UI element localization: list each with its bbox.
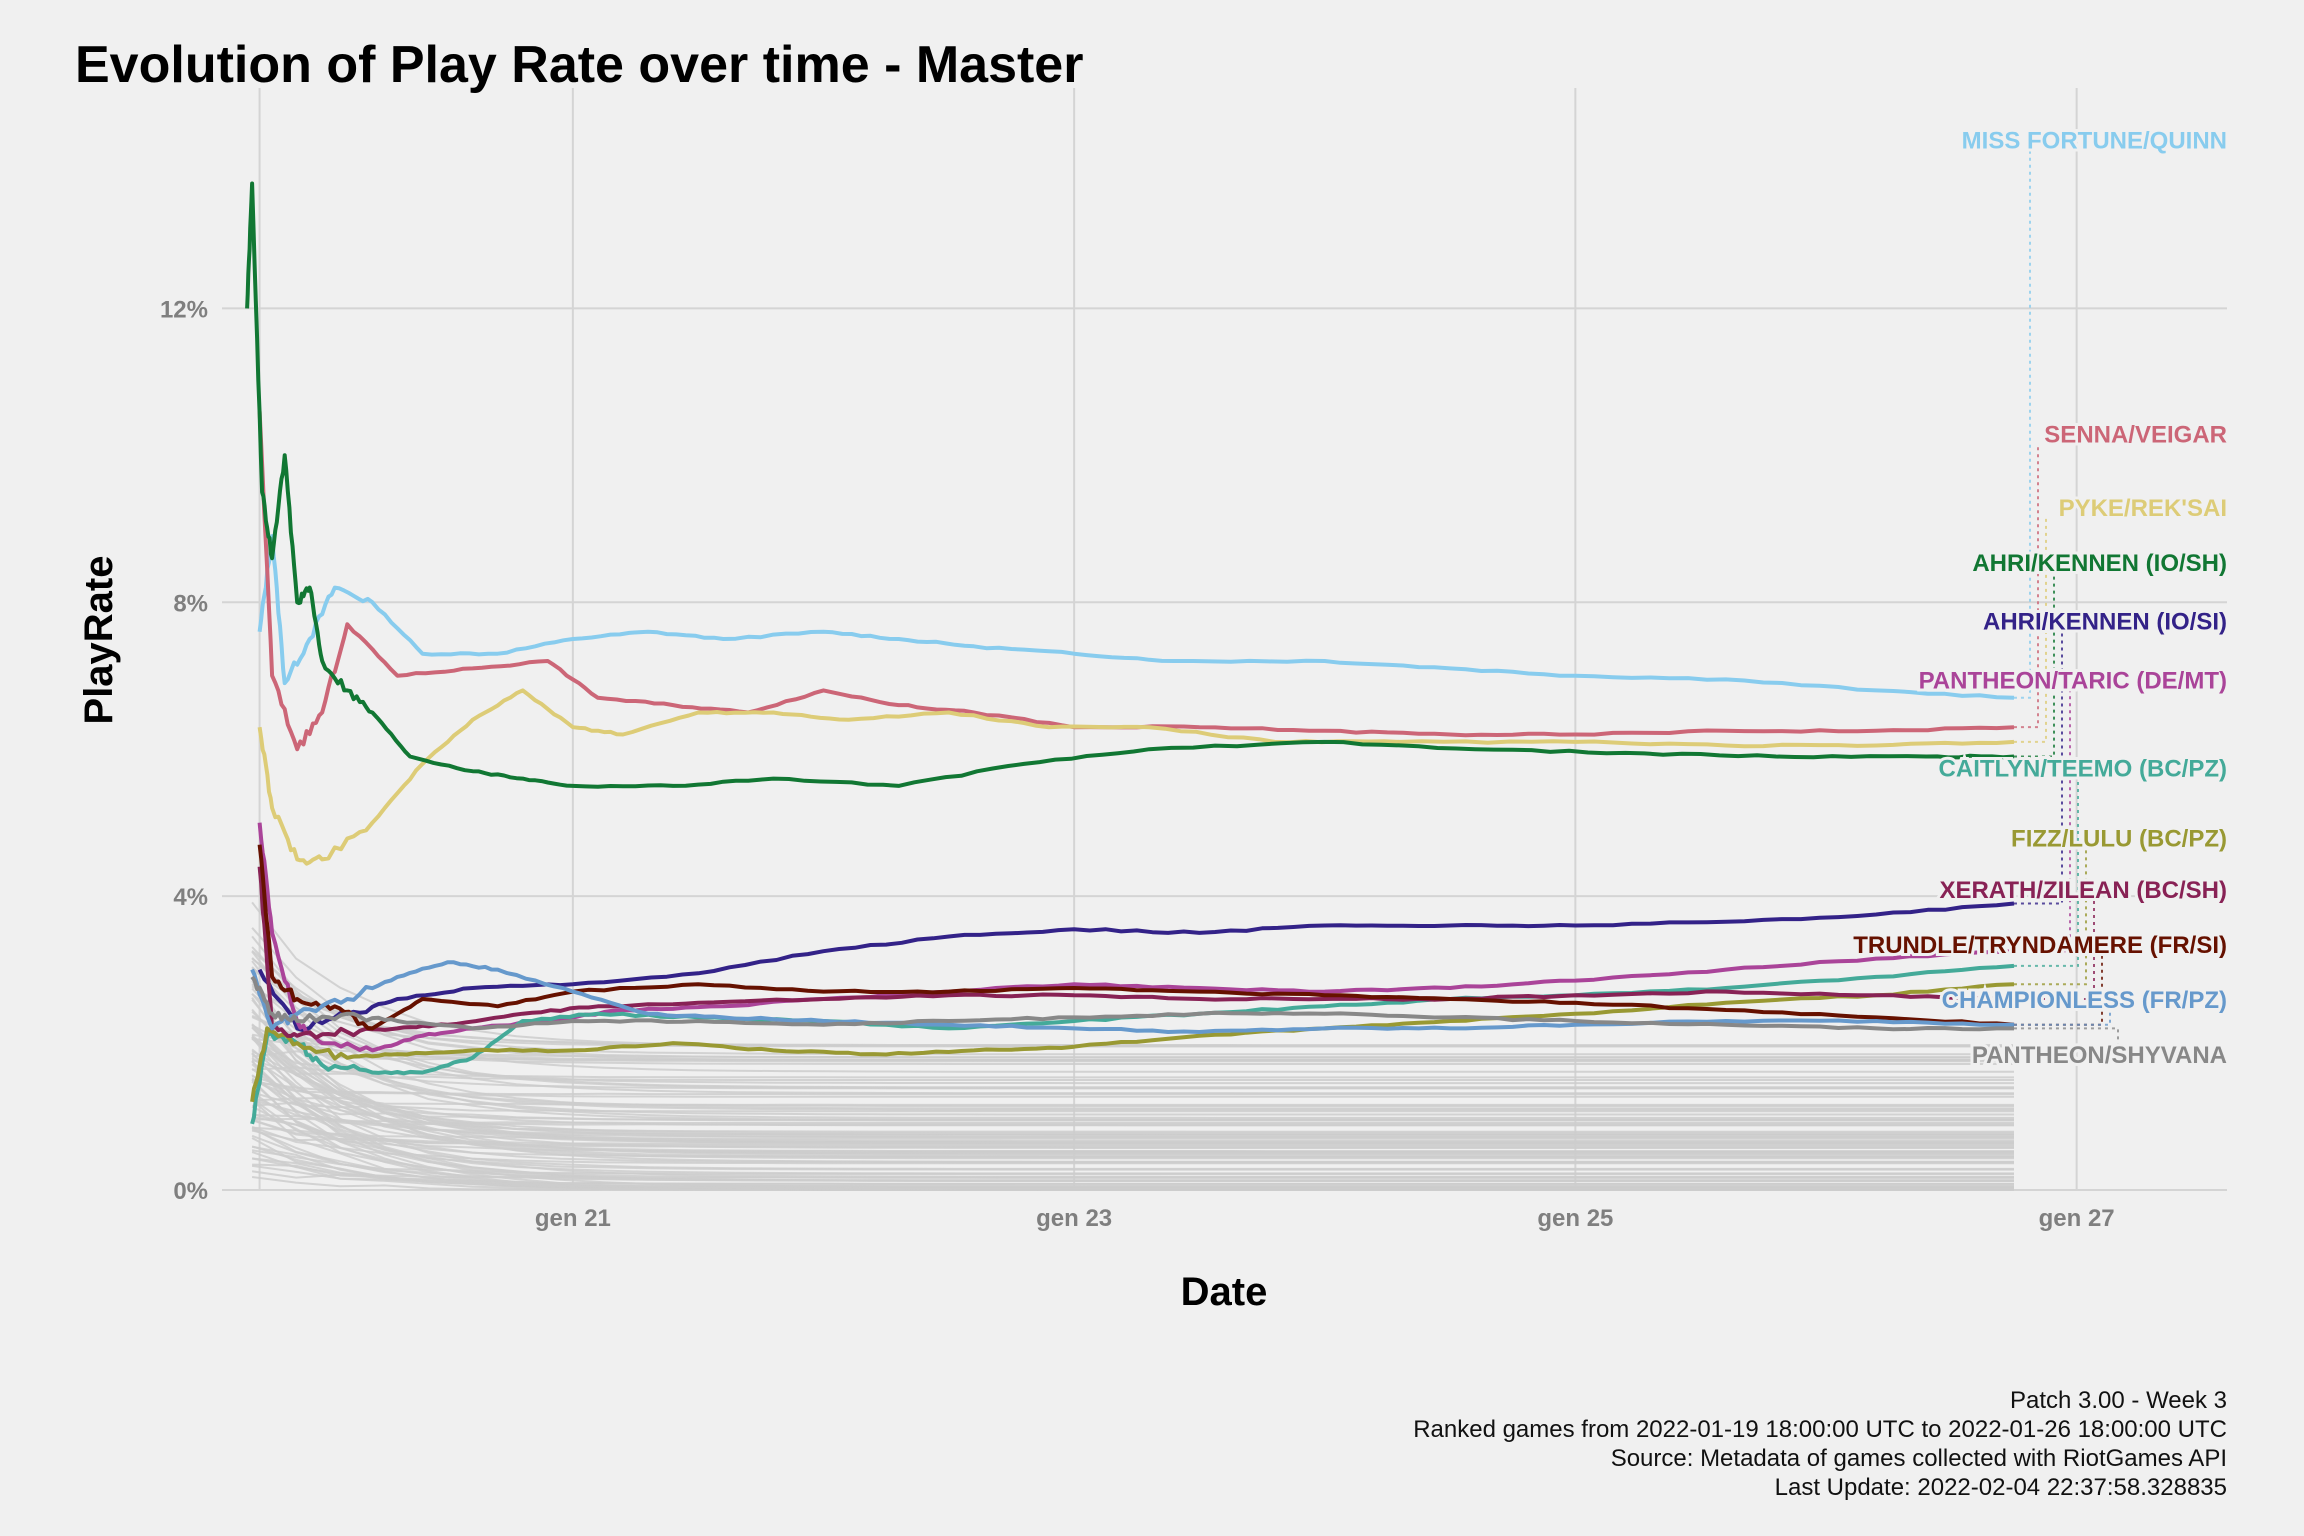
x-tick-label: gen 23: [1036, 1205, 1112, 1232]
background-series-line: [251, 1077, 2014, 1164]
label-connector: [2013, 847, 2087, 986]
label-connector: [2013, 149, 2031, 699]
background-series-line: [251, 927, 2014, 1073]
series-line: [257, 688, 2015, 866]
end-labels: MISS FORTUNE/QUINN SENNA/VEIGAR PYKE/REK'S…: [1850, 124, 2230, 1072]
y-axis-title: PlayRate: [77, 556, 121, 725]
caption-update: Last Update: 2022-02-04 22:37:58.328835: [1775, 1474, 2227, 1501]
series-end-label: AHRI/KENNEN (IO/SI): [1983, 609, 2227, 636]
background-series-line: [251, 1010, 2014, 1142]
background-series-line: [251, 987, 2014, 1116]
background-series-line: [251, 1079, 2014, 1098]
series-end-label: PANTHEON/TARIC (DE/MT): [1919, 667, 2227, 694]
series-end-label: XERATH/ZILEAN (BC/SH): [1939, 877, 2227, 904]
series-line: [257, 534, 2015, 700]
series-line: [250, 982, 2015, 1103]
highlighted-series: [245, 181, 2015, 1125]
background-series-line: [251, 1052, 2014, 1190]
x-tick-label: gen 27: [2039, 1205, 2115, 1232]
series-end-label: CHAMPIONLESS (FR/PZ): [1942, 987, 2227, 1014]
series-line: [250, 960, 2015, 1034]
caption-range: Ranked games from 2022-01-19 18:00:00 UT…: [1413, 1416, 2227, 1443]
series-end-label: TRUNDLE/TRYNDAMERE (FR/SI): [1853, 932, 2227, 959]
y-tick-label: 8%: [173, 590, 208, 617]
background-series-line: [251, 983, 2014, 1085]
x-tick-label: gen 21: [535, 1205, 611, 1232]
background-series-line: [251, 967, 2014, 1047]
series-line: [250, 975, 2014, 1032]
series-line: [257, 866, 2015, 1040]
background-series-line: [251, 1129, 2014, 1147]
axis-ticks: gen 21 gen 23 gen 25 gen 27 0% 4% 8% 12%: [160, 296, 2115, 1232]
label-connector: [2013, 571, 2055, 758]
background-series-line: [251, 1080, 2014, 1179]
background-series-line: [251, 1080, 2014, 1096]
y-tick-label: 0%: [173, 1178, 208, 1205]
background-series-line: [251, 993, 2014, 1156]
background-series-line: [251, 1037, 2014, 1149]
background-series-line: [251, 1036, 2014, 1135]
series-line: [257, 901, 2015, 1033]
label-connector: [2013, 777, 2079, 967]
background-series-line: [251, 1059, 2014, 1079]
background-series-line: [251, 1033, 2014, 1059]
background-series-line: [251, 1024, 2014, 1144]
series-line: [257, 844, 2015, 1031]
background-series-line: [251, 960, 2014, 1119]
label-connector: [2013, 443, 2039, 729]
background-series-line: [251, 1116, 2014, 1158]
background-series-line: [252, 1117, 2014, 1126]
background-series-line: [251, 901, 2014, 1047]
background-series-line: [251, 1091, 2014, 1171]
background-series-line: [251, 966, 2014, 1110]
label-connectors: [2013, 149, 2119, 1065]
background-series-line: [251, 1016, 2014, 1065]
background-series: [251, 901, 2014, 1191]
caption-source: Source: Metadata of games collected with…: [1611, 1445, 2227, 1472]
background-series-line: [251, 1105, 2014, 1182]
background-series-line: [252, 1096, 2014, 1106]
background-series-line: [251, 1075, 2014, 1122]
series-end-label: FIZZ/LULU (BC/PZ): [2011, 825, 2227, 852]
background-series-line: [251, 1113, 2014, 1153]
y-tick-label: 12%: [160, 296, 208, 323]
label-connector: [2013, 630, 2063, 905]
series-end-label: SENNA/VEIGAR: [2044, 421, 2227, 448]
background-series-line: [251, 1048, 2014, 1154]
series-line: [245, 181, 2015, 789]
series-end-label: PANTHEON/SHYVANA: [1972, 1042, 2227, 1069]
series-line: [257, 411, 2015, 752]
background-series-line: [251, 946, 2014, 1056]
background-series-line: [251, 968, 2014, 1047]
series-line: [257, 822, 2015, 1053]
label-connector: [2013, 516, 2047, 743]
background-series-line: [252, 1114, 2014, 1124]
label-connector: [2013, 1027, 2119, 1065]
caption-patch: Patch 3.00 - Week 3: [2010, 1387, 2227, 1414]
background-series-line: [251, 1008, 2014, 1139]
y-tick-label: 4%: [173, 884, 208, 911]
background-series-line: [251, 1034, 2014, 1160]
chart-title: Evolution of Play Rate over time - Maste…: [75, 36, 1083, 94]
x-axis-title: Date: [1181, 1270, 1268, 1314]
series-end-label: AHRI/KENNEN (IO/SH): [1972, 550, 2227, 577]
background-series-line: [251, 1024, 2014, 1108]
label-connector: [2013, 1008, 2111, 1026]
x-tick-label: gen 25: [1537, 1205, 1613, 1232]
background-series-line: [252, 1066, 2014, 1081]
background-series-line: [251, 950, 2014, 1062]
series-end-label: CAITLYN/TEEMO (BC/PZ): [1939, 756, 2227, 783]
series-end-label: PYKE/REK'SAI: [2059, 495, 2227, 522]
label-connector: [2013, 689, 2071, 953]
background-series-line: [251, 957, 2014, 1090]
series-end-label: MISS FORTUNE/QUINN: [1962, 127, 2227, 154]
